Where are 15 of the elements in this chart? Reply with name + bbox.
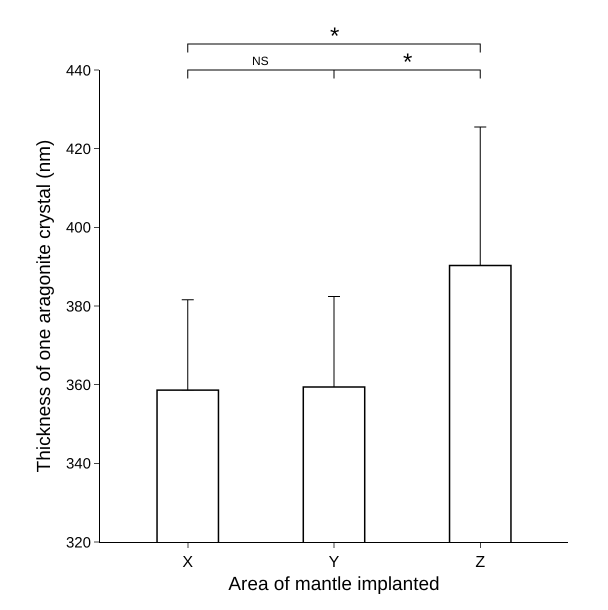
y-tick-label: 400 bbox=[66, 220, 91, 237]
x-axis-title: Area of mantle implanted bbox=[228, 574, 440, 595]
y-tick-label: 440 bbox=[66, 62, 91, 80]
annotation: * bbox=[403, 49, 412, 76]
text: * bbox=[330, 23, 340, 50]
y-tick-label: 320 bbox=[66, 534, 91, 552]
y-axis-title: Thickness of one aragonite crystal (nm) bbox=[34, 140, 55, 472]
x-tick-label: X bbox=[182, 554, 194, 572]
y-tick-label: 360 bbox=[66, 376, 91, 394]
y-tick-label: 380 bbox=[66, 298, 91, 316]
x-tick-label: Z bbox=[475, 554, 486, 572]
y-tick-label: 420 bbox=[66, 140, 91, 158]
y-tick-label: 340 bbox=[66, 456, 91, 473]
text: NS bbox=[252, 54, 269, 68]
x-tick-label: Y bbox=[328, 554, 340, 572]
